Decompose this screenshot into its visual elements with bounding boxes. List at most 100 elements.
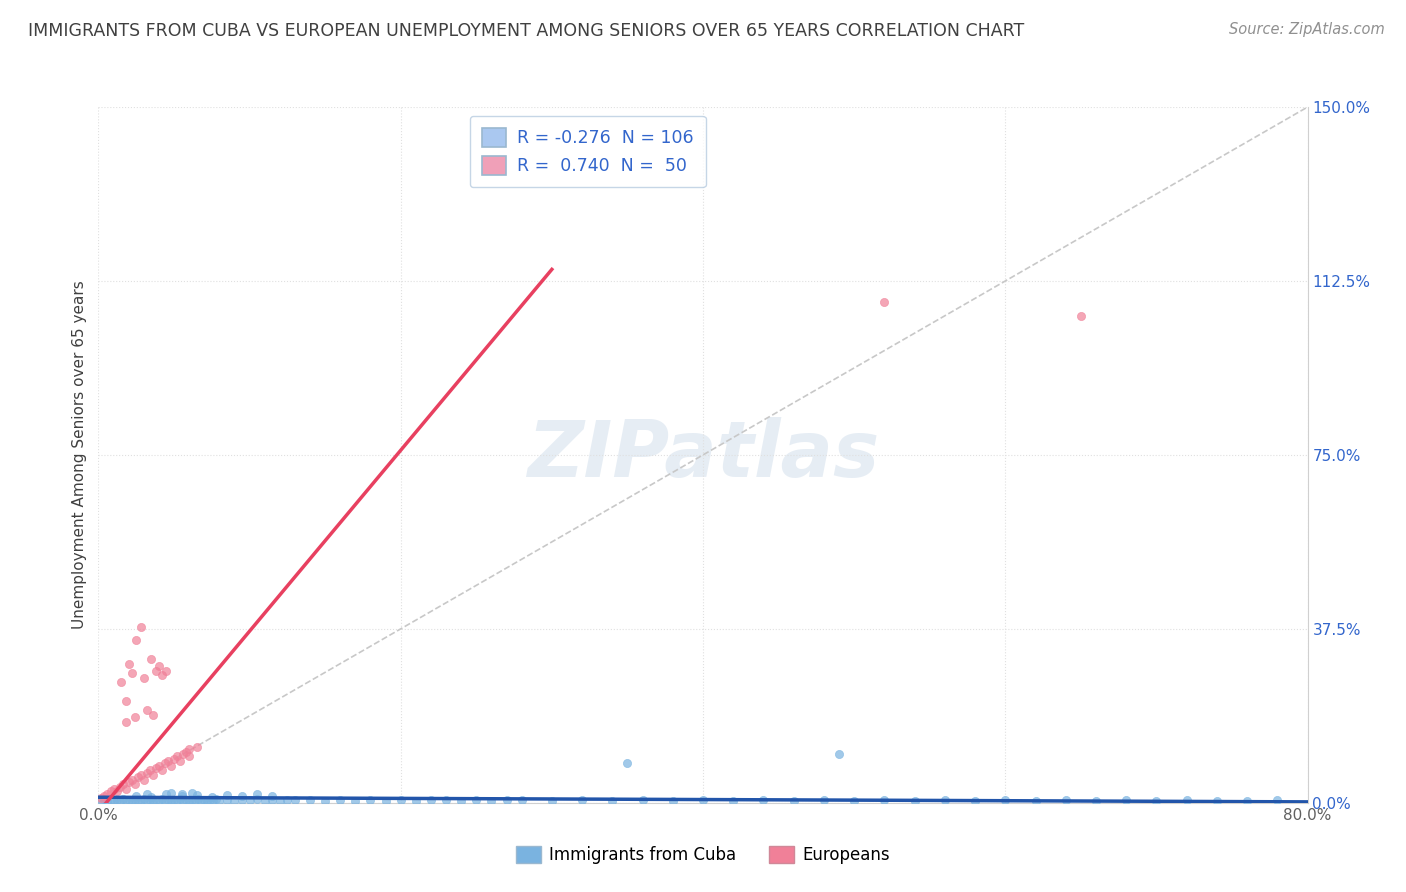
Point: [150, 792, 173, 806]
Point: [141, 790, 163, 805]
Point: [1236, 794, 1258, 808]
Point: [389, 792, 412, 806]
Point: [616, 756, 638, 771]
Point: [153, 794, 176, 808]
Point: [994, 793, 1017, 807]
Point: [124, 792, 146, 806]
Point: [103, 781, 125, 796]
Point: [93, 792, 115, 806]
Point: [752, 793, 775, 807]
Point: [100, 784, 122, 798]
Point: [661, 794, 683, 808]
Point: [1024, 794, 1046, 808]
Point: [510, 793, 533, 807]
Point: [118, 793, 141, 807]
Point: [174, 793, 197, 807]
Point: [132, 792, 155, 806]
Point: [105, 792, 128, 806]
Point: [114, 793, 136, 807]
Point: [181, 792, 204, 806]
Point: [148, 793, 170, 807]
Point: [844, 794, 866, 808]
Point: [177, 794, 201, 808]
Point: [186, 789, 208, 803]
Point: [200, 792, 222, 806]
Point: [465, 792, 488, 806]
Point: [141, 652, 163, 666]
Point: [631, 793, 654, 807]
Point: [142, 768, 165, 782]
Point: [127, 770, 149, 784]
Point: [114, 714, 136, 729]
Point: [125, 789, 148, 803]
Point: [169, 754, 191, 768]
Point: [125, 633, 148, 648]
Point: [129, 793, 152, 807]
Point: [103, 794, 125, 808]
Point: [121, 772, 143, 787]
Point: [135, 703, 157, 717]
Point: [540, 794, 562, 808]
Point: [450, 794, 472, 808]
Point: [201, 789, 224, 804]
Point: [253, 794, 276, 808]
Point: [215, 788, 238, 802]
Point: [170, 787, 193, 801]
Point: [166, 749, 188, 764]
Point: [231, 789, 253, 803]
Point: [174, 745, 197, 759]
Point: [1175, 793, 1198, 807]
Point: [344, 794, 367, 808]
Point: [148, 758, 170, 772]
Point: [284, 793, 307, 807]
Point: [93, 789, 115, 803]
Point: [135, 787, 157, 801]
Point: [299, 793, 322, 807]
Point: [190, 794, 212, 808]
Point: [329, 793, 352, 807]
Point: [246, 792, 269, 806]
Point: [1085, 794, 1108, 808]
Point: [163, 792, 186, 806]
Point: [170, 789, 193, 804]
Point: [187, 792, 209, 806]
Point: [129, 768, 152, 782]
Point: [269, 794, 291, 808]
Point: [111, 792, 134, 806]
Point: [156, 754, 179, 768]
Point: [145, 761, 167, 775]
Point: [166, 793, 188, 807]
Text: IMMIGRANTS FROM CUBA VS EUROPEAN UNEMPLOYMENT AMONG SENIORS OVER 65 YEARS CORREL: IMMIGRANTS FROM CUBA VS EUROPEAN UNEMPLO…: [28, 22, 1025, 40]
Point: [160, 758, 183, 772]
Point: [828, 747, 851, 761]
Point: [904, 794, 927, 808]
Point: [873, 793, 896, 807]
Point: [782, 794, 804, 808]
Point: [172, 794, 194, 808]
Point: [135, 794, 157, 808]
Point: [155, 664, 177, 678]
Point: [193, 793, 215, 807]
Point: [1054, 793, 1077, 807]
Point: [177, 749, 201, 764]
Point: [184, 793, 207, 807]
Point: [155, 788, 177, 802]
Point: [145, 664, 167, 678]
Point: [129, 619, 152, 633]
Point: [90, 793, 112, 807]
Point: [160, 786, 183, 800]
Point: [163, 752, 186, 766]
Text: Source: ZipAtlas.com: Source: ZipAtlas.com: [1229, 22, 1385, 37]
Point: [121, 794, 143, 808]
Point: [114, 781, 136, 796]
Point: [114, 694, 136, 708]
Point: [150, 764, 173, 778]
Point: [156, 793, 179, 807]
Point: [145, 792, 167, 806]
Point: [139, 764, 162, 778]
Point: [118, 775, 141, 789]
Point: [1115, 793, 1137, 807]
Point: [374, 794, 396, 808]
Point: [813, 793, 835, 807]
Point: [121, 665, 143, 680]
